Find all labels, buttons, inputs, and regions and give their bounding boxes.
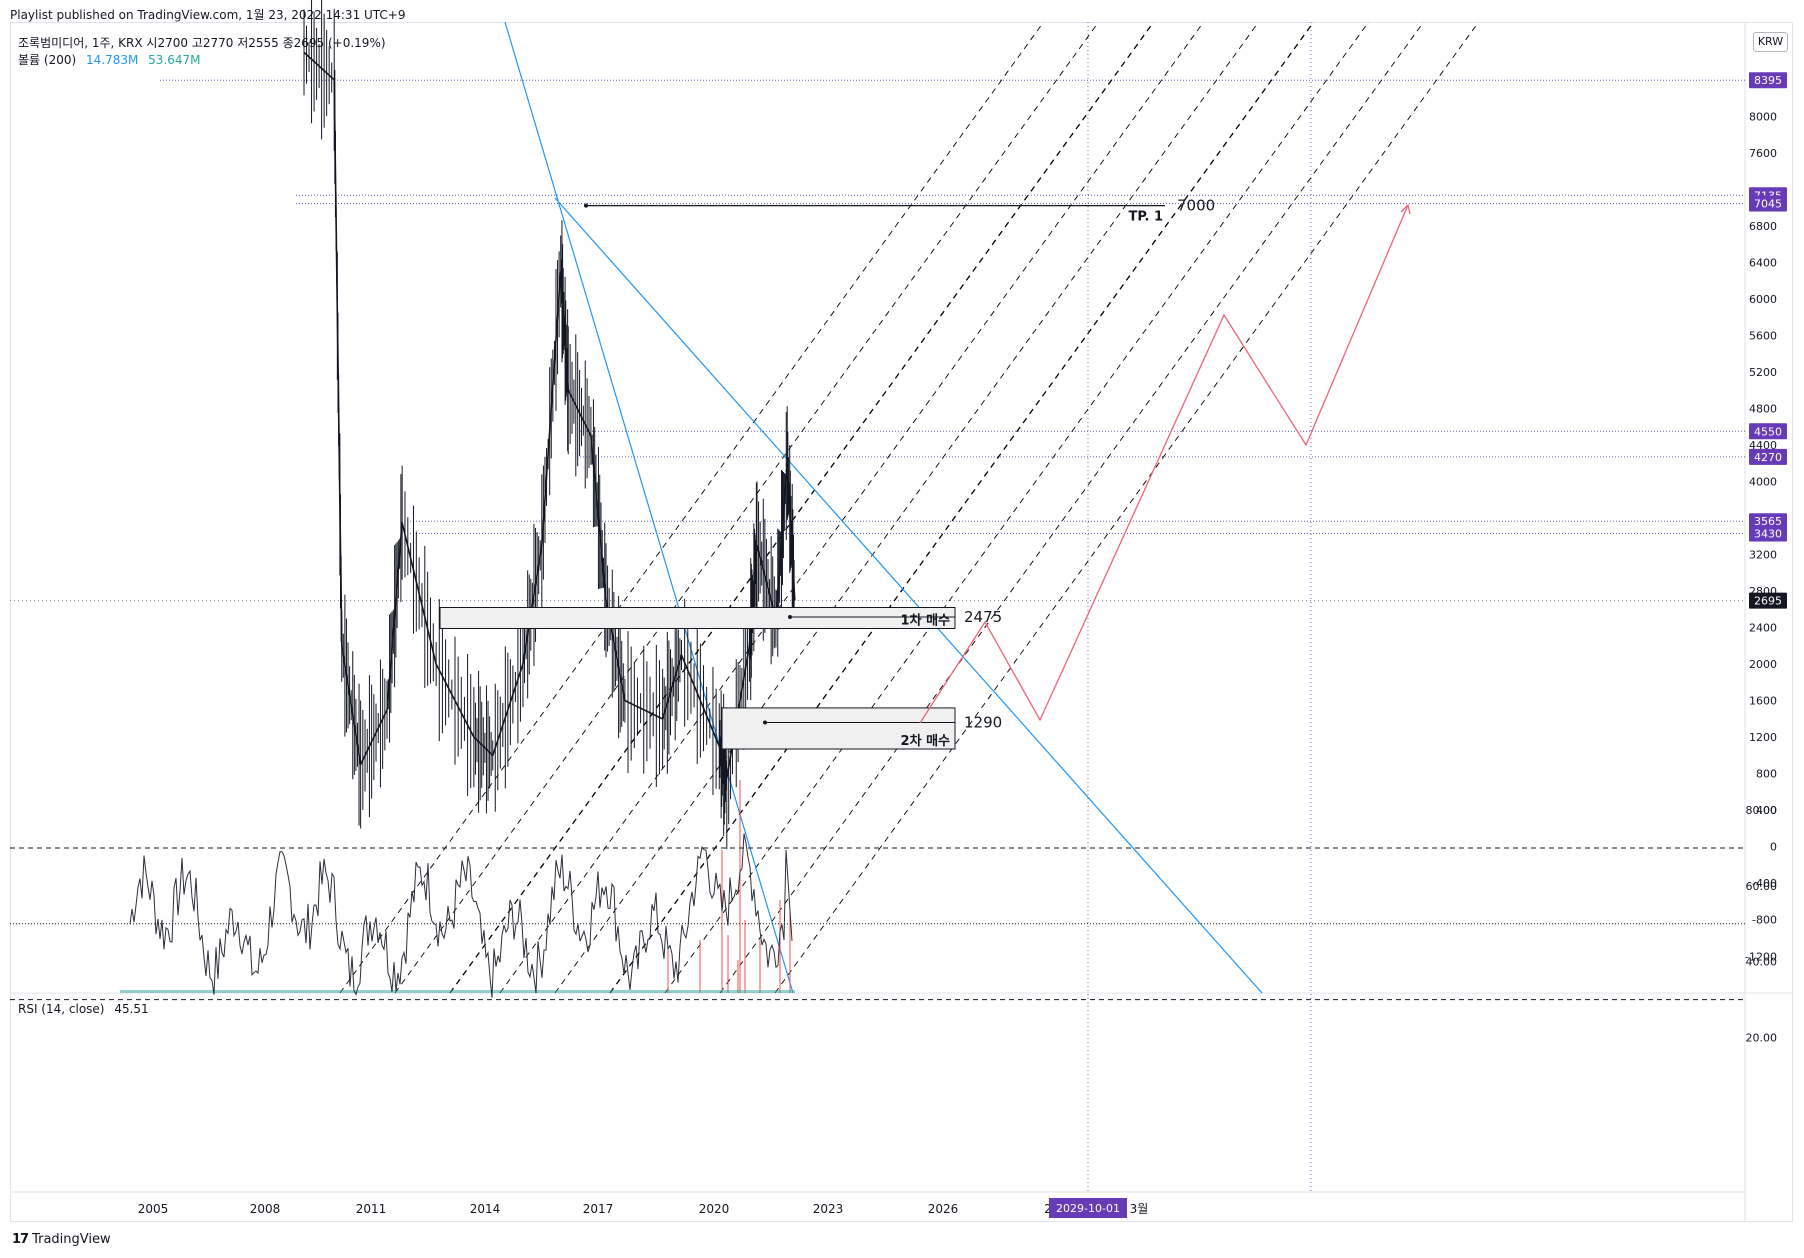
price-tick-label: 2400 bbox=[1749, 622, 1777, 635]
price-tick-label: 6400 bbox=[1749, 256, 1777, 269]
price-tag bbox=[1749, 423, 1787, 440]
rsi-tick-label: 60.00 bbox=[1746, 880, 1778, 893]
price-tick-label: 400 bbox=[1756, 804, 1777, 817]
price-tick-label: 2000 bbox=[1749, 658, 1777, 671]
price-tick-label: 1600 bbox=[1749, 695, 1777, 708]
price-tick-label: 800 bbox=[1756, 768, 1777, 781]
time-tick-label: 2 bbox=[1044, 1202, 1052, 1216]
footer-brand[interactable]: 17 TradingView bbox=[12, 1232, 111, 1247]
channel-line bbox=[499, 21, 1204, 994]
symbol-legend: 조록범미디어, 1주, KRX 시2700 고2770 저2555 종2695 … bbox=[18, 36, 386, 50]
time-tick-label: 2014 bbox=[470, 1202, 501, 1216]
projection-arrow-icon bbox=[1400, 203, 1411, 215]
buy-zone-1[interactable] bbox=[439, 606, 956, 629]
price-tick-label: 1200 bbox=[1749, 731, 1777, 744]
rsi-tick-label: 80.00 bbox=[1746, 804, 1778, 817]
price-tick-label: 6800 bbox=[1749, 220, 1777, 233]
time-tick-label: 2020 bbox=[699, 1202, 730, 1216]
price-tag bbox=[1749, 592, 1787, 609]
currency-button[interactable]: KRW bbox=[1753, 32, 1788, 52]
price-tick-label: 6000 bbox=[1749, 293, 1777, 306]
trendline-steep[interactable] bbox=[504, 21, 794, 994]
time-tick-label: 2026 bbox=[928, 1202, 959, 1216]
price-tag-label: 3430 bbox=[1754, 528, 1782, 541]
price-tag-label: 4550 bbox=[1754, 425, 1782, 438]
time-tick-label: 3월 bbox=[1130, 1202, 1149, 1216]
volume-legend: 볼륨 (200) 14.783M 53.647M bbox=[18, 51, 201, 68]
time-cursor-label: 2029-10-01 bbox=[1056, 1202, 1120, 1215]
target-dot bbox=[584, 203, 588, 208]
time-tick-label: 2011 bbox=[356, 1202, 387, 1216]
channel-line bbox=[554, 21, 1259, 994]
price-tick-label: 7600 bbox=[1749, 147, 1777, 160]
zone-label: 1차 매수 bbox=[901, 612, 950, 628]
price-tick-label: -400 bbox=[1752, 877, 1777, 890]
price-tag bbox=[1749, 195, 1787, 212]
trendline-diagonal[interactable] bbox=[554, 197, 1263, 994]
published-banner: Playlist published on TradingView.com, 1… bbox=[10, 8, 406, 22]
volume-label: 볼륨 (200) bbox=[18, 53, 77, 67]
projection-path[interactable] bbox=[919, 204, 1409, 724]
channel-line bbox=[339, 21, 1044, 994]
price-tick-label: -1200 bbox=[1745, 950, 1777, 963]
chart-frame bbox=[10, 22, 1793, 1222]
channel-line bbox=[774, 21, 1479, 994]
price-tag-label: 4270 bbox=[1754, 451, 1782, 464]
channel-line bbox=[719, 21, 1424, 994]
price-tag bbox=[1749, 72, 1787, 89]
price-tag bbox=[1749, 525, 1787, 542]
price-tick-label: 0 bbox=[1770, 841, 1777, 854]
price-tag-label: 8395 bbox=[1754, 74, 1782, 87]
target-value-label: 7000 bbox=[1177, 197, 1215, 215]
time-tick-label: 2008 bbox=[250, 1202, 281, 1216]
price-tag-label: 7045 bbox=[1754, 197, 1782, 210]
time-cursor-tag bbox=[1049, 1198, 1127, 1218]
price-tick-label: 8000 bbox=[1749, 110, 1777, 123]
price-tick-label: 4000 bbox=[1749, 476, 1777, 489]
price-tick-label: 5200 bbox=[1749, 366, 1777, 379]
channel-line bbox=[449, 21, 1155, 994]
price-tick-label: 4800 bbox=[1749, 402, 1777, 415]
price-tick-label: -800 bbox=[1752, 914, 1777, 927]
rsi-value: 45.51 bbox=[114, 1002, 149, 1016]
target-label: TP. 1 bbox=[1128, 210, 1163, 225]
zone-value-label: 1290 bbox=[964, 713, 1002, 731]
rsi-tick-label: 40.00 bbox=[1746, 956, 1778, 969]
channel-line bbox=[394, 21, 1099, 994]
time-tick-label: 2023 bbox=[813, 1202, 844, 1216]
tradingview-logo-icon: 17 bbox=[12, 1232, 29, 1247]
channel-line bbox=[664, 21, 1369, 994]
volume-value-1: 14.783M bbox=[86, 53, 139, 67]
zone-value-label: 2475 bbox=[964, 608, 1002, 626]
zone-marker-dot bbox=[788, 614, 792, 619]
volume-value-2: 53.647M bbox=[148, 53, 201, 67]
channel-line bbox=[609, 21, 1315, 994]
rsi-label: RSI (14, close) bbox=[18, 1002, 105, 1016]
volume-baseline bbox=[120, 990, 795, 993]
zone-label: 2차 매수 bbox=[901, 733, 950, 749]
time-tick-label: 2005 bbox=[138, 1202, 169, 1216]
price-tag bbox=[1749, 513, 1787, 530]
time-tick-label: 2017 bbox=[583, 1202, 614, 1216]
price-tick-label: 4400 bbox=[1749, 439, 1777, 452]
rsi-series-line[interactable] bbox=[129, 833, 793, 998]
price-tag bbox=[1749, 448, 1787, 465]
zone-marker-dot bbox=[763, 720, 767, 725]
rsi-tick-label: 20.00 bbox=[1746, 1032, 1778, 1045]
brand-name: TradingView bbox=[32, 1232, 111, 1247]
buy-zone-2[interactable] bbox=[721, 707, 956, 750]
price-tick-label: 5600 bbox=[1749, 329, 1777, 342]
price-tag-label: 3565 bbox=[1754, 515, 1782, 528]
rsi-legend: RSI (14, close) 45.51 bbox=[18, 1002, 149, 1016]
price-tag-label: 2695 bbox=[1754, 595, 1782, 608]
price-tick-label: 3200 bbox=[1749, 549, 1777, 562]
